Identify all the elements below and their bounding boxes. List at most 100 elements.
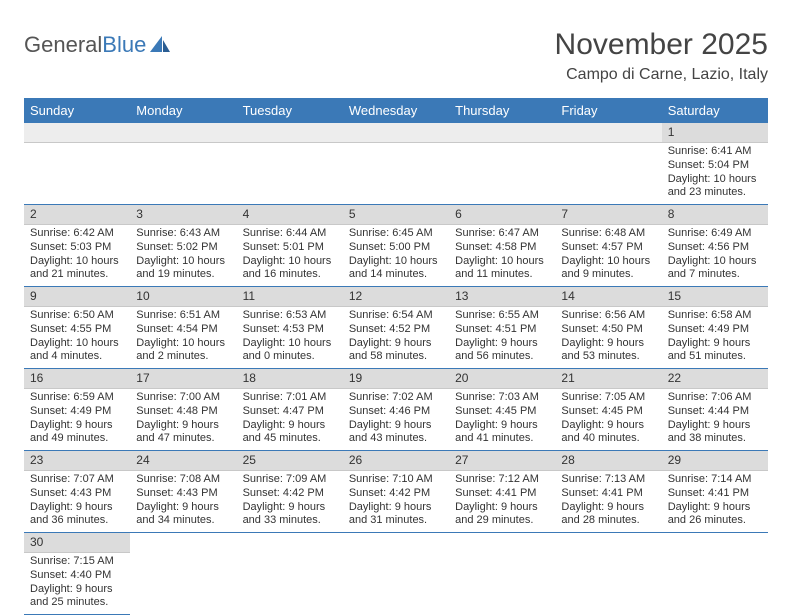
sunrise-text: Sunrise: 6:41 AM bbox=[668, 145, 762, 159]
cell-body: Sunrise: 7:03 AMSunset: 4:45 PMDaylight:… bbox=[449, 389, 555, 450]
day-number: 17 bbox=[130, 369, 236, 389]
sunrise-text: Sunrise: 7:05 AM bbox=[561, 391, 655, 405]
dayhead-thursday: Thursday bbox=[449, 98, 555, 123]
calendar-cell bbox=[130, 123, 236, 204]
sunset-text: Sunset: 4:43 PM bbox=[136, 487, 230, 501]
day-number bbox=[130, 123, 236, 143]
cell-body: Sunrise: 7:07 AMSunset: 4:43 PMDaylight:… bbox=[24, 471, 130, 532]
day-number: 24 bbox=[130, 451, 236, 471]
day-number: 14 bbox=[555, 287, 661, 307]
day-number: 22 bbox=[662, 369, 768, 389]
sunset-text: Sunset: 5:03 PM bbox=[30, 241, 124, 255]
sunrise-text: Sunrise: 6:49 AM bbox=[668, 227, 762, 241]
day-number: 28 bbox=[555, 451, 661, 471]
sunrise-text: Sunrise: 7:08 AM bbox=[136, 473, 230, 487]
day-number bbox=[24, 123, 130, 143]
sunrise-text: Sunrise: 7:06 AM bbox=[668, 391, 762, 405]
calendar-cell bbox=[24, 123, 130, 204]
daylight-text: Daylight: 9 hours and 53 minutes. bbox=[561, 337, 655, 365]
logo: GeneralBlue bbox=[24, 32, 172, 58]
logo-text-blue: Blue bbox=[102, 32, 146, 58]
calendar-cell bbox=[449, 533, 555, 615]
sail-icon bbox=[146, 32, 172, 58]
daylight-text: Daylight: 9 hours and 41 minutes. bbox=[455, 419, 549, 447]
cell-body: Sunrise: 6:47 AMSunset: 4:58 PMDaylight:… bbox=[449, 225, 555, 286]
sunset-text: Sunset: 4:48 PM bbox=[136, 405, 230, 419]
sunrise-text: Sunrise: 6:51 AM bbox=[136, 309, 230, 323]
calendar-cell: 21Sunrise: 7:05 AMSunset: 4:45 PMDayligh… bbox=[555, 369, 661, 450]
sunrise-text: Sunrise: 6:55 AM bbox=[455, 309, 549, 323]
day-number: 7 bbox=[555, 205, 661, 225]
dayhead-tuesday: Tuesday bbox=[237, 98, 343, 123]
calendar-cell: 16Sunrise: 6:59 AMSunset: 4:49 PMDayligh… bbox=[24, 369, 130, 450]
dayhead-wednesday: Wednesday bbox=[343, 98, 449, 123]
daylight-text: Daylight: 10 hours and 2 minutes. bbox=[136, 337, 230, 365]
calendar-cell: 17Sunrise: 7:00 AMSunset: 4:48 PMDayligh… bbox=[130, 369, 236, 450]
cell-body: Sunrise: 6:53 AMSunset: 4:53 PMDaylight:… bbox=[237, 307, 343, 368]
sunrise-text: Sunrise: 6:54 AM bbox=[349, 309, 443, 323]
cell-body: Sunrise: 6:45 AMSunset: 5:00 PMDaylight:… bbox=[343, 225, 449, 286]
sunset-text: Sunset: 4:45 PM bbox=[455, 405, 549, 419]
cell-body: Sunrise: 7:02 AMSunset: 4:46 PMDaylight:… bbox=[343, 389, 449, 450]
calendar-cell: 27Sunrise: 7:12 AMSunset: 4:41 PMDayligh… bbox=[449, 451, 555, 532]
daylight-text: Daylight: 9 hours and 26 minutes. bbox=[668, 501, 762, 529]
cell-body: Sunrise: 7:00 AMSunset: 4:48 PMDaylight:… bbox=[130, 389, 236, 450]
sunset-text: Sunset: 4:41 PM bbox=[561, 487, 655, 501]
day-number: 8 bbox=[662, 205, 768, 225]
cell-body: Sunrise: 7:14 AMSunset: 4:41 PMDaylight:… bbox=[662, 471, 768, 532]
dayhead-saturday: Saturday bbox=[662, 98, 768, 123]
sunrise-text: Sunrise: 7:13 AM bbox=[561, 473, 655, 487]
day-number: 27 bbox=[449, 451, 555, 471]
calendar-cell: 18Sunrise: 7:01 AMSunset: 4:47 PMDayligh… bbox=[237, 369, 343, 450]
logo-text-general: General bbox=[24, 32, 102, 58]
sunrise-text: Sunrise: 7:07 AM bbox=[30, 473, 124, 487]
day-number: 12 bbox=[343, 287, 449, 307]
day-number bbox=[237, 533, 343, 537]
daylight-text: Daylight: 9 hours and 31 minutes. bbox=[349, 501, 443, 529]
calendar-cell: 23Sunrise: 7:07 AMSunset: 4:43 PMDayligh… bbox=[24, 451, 130, 532]
sunrise-text: Sunrise: 6:48 AM bbox=[561, 227, 655, 241]
day-number: 30 bbox=[24, 533, 130, 553]
sunset-text: Sunset: 4:51 PM bbox=[455, 323, 549, 337]
cell-body: Sunrise: 6:54 AMSunset: 4:52 PMDaylight:… bbox=[343, 307, 449, 368]
day-number: 29 bbox=[662, 451, 768, 471]
sunset-text: Sunset: 4:46 PM bbox=[349, 405, 443, 419]
sunrise-text: Sunrise: 7:03 AM bbox=[455, 391, 549, 405]
calendar-cell: 14Sunrise: 6:56 AMSunset: 4:50 PMDayligh… bbox=[555, 287, 661, 368]
daylight-text: Daylight: 10 hours and 19 minutes. bbox=[136, 255, 230, 283]
day-number bbox=[555, 533, 661, 537]
cell-body: Sunrise: 6:42 AMSunset: 5:03 PMDaylight:… bbox=[24, 225, 130, 286]
day-number: 6 bbox=[449, 205, 555, 225]
daylight-text: Daylight: 9 hours and 36 minutes. bbox=[30, 501, 124, 529]
day-number bbox=[343, 123, 449, 143]
sunset-text: Sunset: 4:44 PM bbox=[668, 405, 762, 419]
daylight-text: Daylight: 10 hours and 7 minutes. bbox=[668, 255, 762, 283]
calendar-cell: 30Sunrise: 7:15 AMSunset: 4:40 PMDayligh… bbox=[24, 533, 130, 615]
cell-body: Sunrise: 6:50 AMSunset: 4:55 PMDaylight:… bbox=[24, 307, 130, 368]
sunrise-text: Sunrise: 7:00 AM bbox=[136, 391, 230, 405]
title-block: November 2025 Campo di Carne, Lazio, Ita… bbox=[555, 28, 768, 84]
cell-body: Sunrise: 6:44 AMSunset: 5:01 PMDaylight:… bbox=[237, 225, 343, 286]
sunset-text: Sunset: 4:47 PM bbox=[243, 405, 337, 419]
sunrise-text: Sunrise: 7:09 AM bbox=[243, 473, 337, 487]
cell-body: Sunrise: 7:08 AMSunset: 4:43 PMDaylight:… bbox=[130, 471, 236, 532]
sunset-text: Sunset: 4:57 PM bbox=[561, 241, 655, 255]
sunset-text: Sunset: 5:02 PM bbox=[136, 241, 230, 255]
cell-body: Sunrise: 7:06 AMSunset: 4:44 PMDaylight:… bbox=[662, 389, 768, 450]
calendar-cell: 29Sunrise: 7:14 AMSunset: 4:41 PMDayligh… bbox=[662, 451, 768, 532]
cell-body: Sunrise: 6:56 AMSunset: 4:50 PMDaylight:… bbox=[555, 307, 661, 368]
sunset-text: Sunset: 5:04 PM bbox=[668, 159, 762, 173]
calendar-week: 16Sunrise: 6:59 AMSunset: 4:49 PMDayligh… bbox=[24, 369, 768, 451]
sunrise-text: Sunrise: 7:10 AM bbox=[349, 473, 443, 487]
cell-body: Sunrise: 6:51 AMSunset: 4:54 PMDaylight:… bbox=[130, 307, 236, 368]
sunrise-text: Sunrise: 6:50 AM bbox=[30, 309, 124, 323]
sunrise-text: Sunrise: 7:02 AM bbox=[349, 391, 443, 405]
sunset-text: Sunset: 4:54 PM bbox=[136, 323, 230, 337]
calendar-cell: 3Sunrise: 6:43 AMSunset: 5:02 PMDaylight… bbox=[130, 205, 236, 286]
day-number: 16 bbox=[24, 369, 130, 389]
cell-body: Sunrise: 7:12 AMSunset: 4:41 PMDaylight:… bbox=[449, 471, 555, 532]
sunrise-text: Sunrise: 6:56 AM bbox=[561, 309, 655, 323]
calendar-cell: 6Sunrise: 6:47 AMSunset: 4:58 PMDaylight… bbox=[449, 205, 555, 286]
day-number bbox=[237, 123, 343, 143]
sunset-text: Sunset: 4:53 PM bbox=[243, 323, 337, 337]
